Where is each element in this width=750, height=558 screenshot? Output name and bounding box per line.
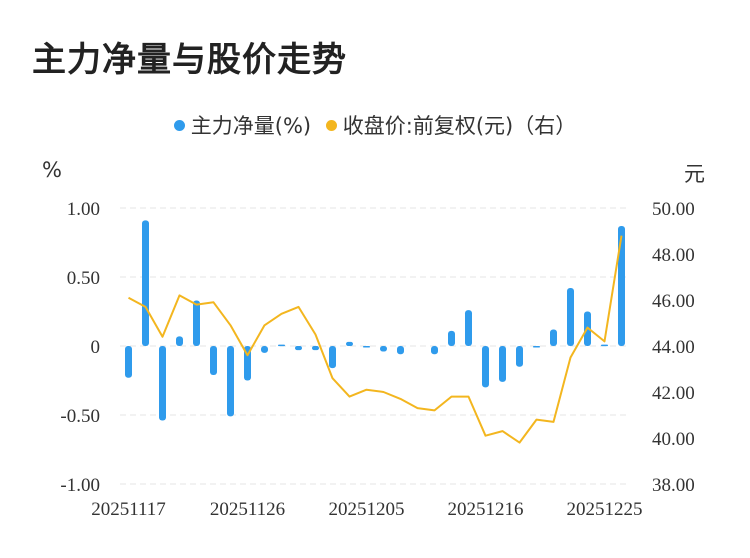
right-tick-label: 46.00 <box>652 291 695 312</box>
bar <box>482 346 489 388</box>
legend-dot-net-icon <box>173 120 185 131</box>
x-tick-label: 20251117 <box>91 499 166 520</box>
right-tick-label: 38.00 <box>652 475 695 496</box>
bar <box>142 220 149 346</box>
x-tick-label: 20251205 <box>329 499 405 520</box>
legend-label-net: 主力净量(%) <box>190 114 312 138</box>
right-tick-label: 50.00 <box>652 199 695 220</box>
bar <box>125 346 132 378</box>
bar <box>159 346 166 421</box>
left-tick-label: -0.50 <box>60 406 100 427</box>
left-axis-unit: % <box>42 158 62 182</box>
bar <box>193 300 200 346</box>
bar <box>431 346 438 355</box>
x-tick-label: 20251216 <box>448 499 524 520</box>
chart-legend: 主力净量(%) 收盘价:前复权(元)（右） <box>0 110 750 140</box>
right-tick-label: 44.00 <box>652 337 695 358</box>
bar <box>312 346 319 351</box>
left-tick-label: 0 <box>91 337 101 358</box>
right-tick-label: 40.00 <box>652 429 695 450</box>
legend-label-price: 收盘价:前复权(元)（右） <box>342 114 577 138</box>
right-tick-label: 42.00 <box>652 383 695 404</box>
bar <box>380 346 387 352</box>
bar <box>295 346 302 351</box>
left-tick-label: 0.50 <box>67 268 100 289</box>
bar <box>363 346 370 348</box>
bar <box>278 344 285 347</box>
legend-item-net[interactable]: 主力净量(%) <box>173 110 312 140</box>
left-tick-label: -1.00 <box>60 475 100 496</box>
price-line <box>128 235 623 444</box>
bar <box>329 346 336 369</box>
bar <box>397 346 404 355</box>
bar <box>550 329 557 346</box>
left-tick-label: 1.00 <box>67 199 100 220</box>
right-axis-unit: 元 <box>684 162 705 186</box>
bar <box>210 346 217 375</box>
right-tick-label: 48.00 <box>652 245 695 266</box>
legend-item-price[interactable]: 收盘价:前复权(元)（右） <box>325 110 577 140</box>
bar <box>261 346 268 353</box>
bar <box>227 346 234 417</box>
bar <box>533 346 540 348</box>
bar <box>499 346 506 382</box>
x-tick-label: 20251126 <box>210 499 285 520</box>
bar <box>601 344 608 347</box>
x-tick-label: 20251225 <box>567 499 643 520</box>
bar <box>244 346 251 381</box>
bar <box>516 346 523 367</box>
chart-title: 主力净量与股价走势 <box>32 40 347 80</box>
bar <box>465 310 472 346</box>
bar <box>448 330 455 346</box>
bar <box>176 336 183 346</box>
bar <box>567 288 574 346</box>
bar <box>618 225 625 346</box>
legend-dot-price-icon <box>325 120 337 131</box>
bar <box>346 341 353 346</box>
